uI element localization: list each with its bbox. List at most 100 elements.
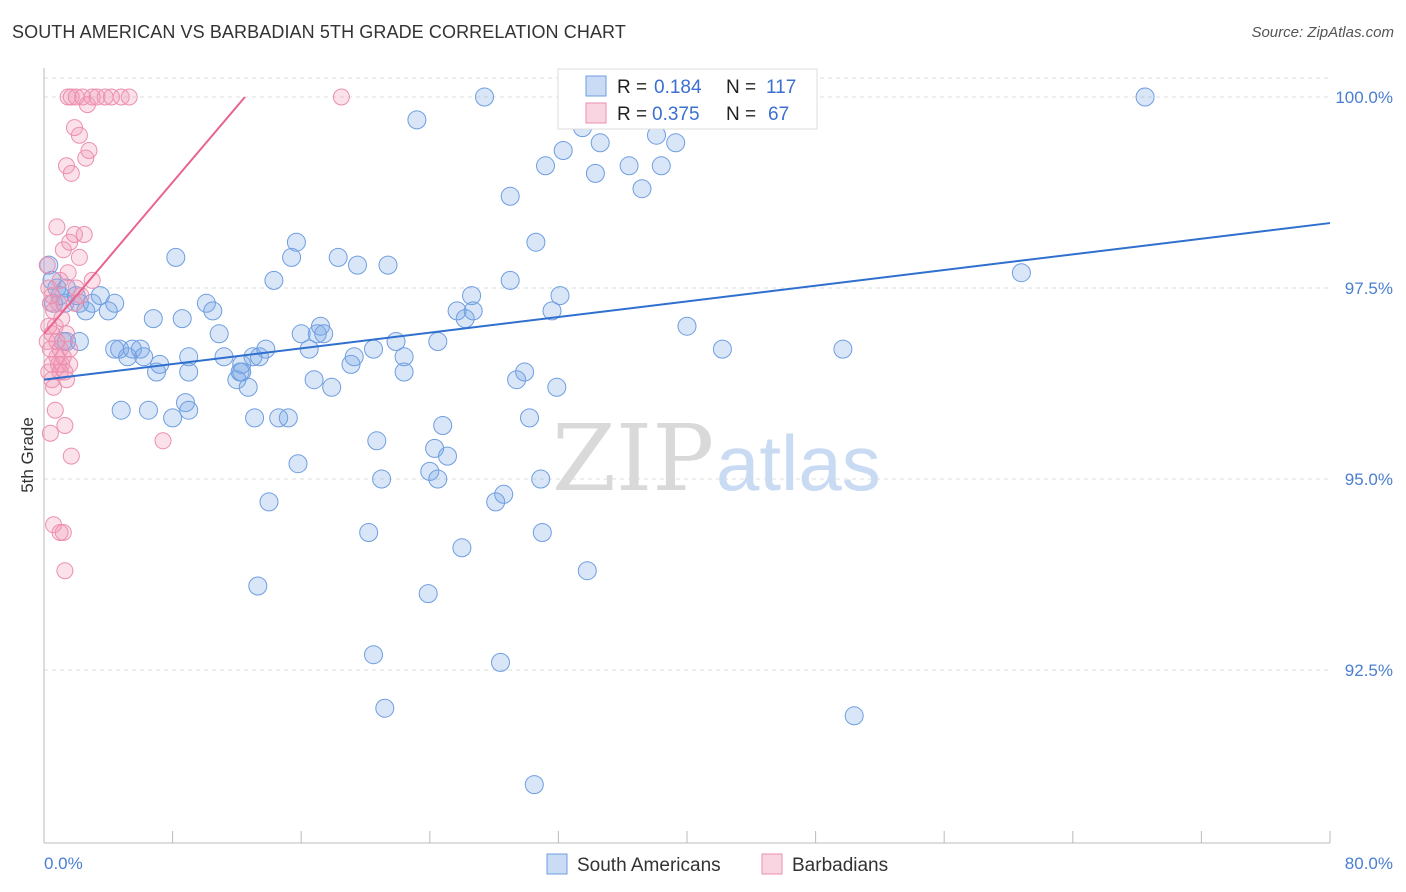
point-south-american — [282, 247, 302, 267]
point-south-american — [844, 706, 864, 726]
bottom-legend-swatch-pink — [761, 853, 783, 875]
point-south-american — [105, 293, 125, 313]
point-south-american — [536, 156, 555, 176]
point-south-american — [264, 270, 284, 290]
point-south-american — [364, 645, 383, 665]
point-south-american — [394, 347, 414, 367]
point-south-american — [269, 408, 289, 428]
point-south-american — [367, 431, 387, 451]
point-south-american — [163, 408, 183, 428]
point-south-american — [328, 247, 348, 267]
point-barbadian — [70, 126, 88, 144]
point-south-american — [322, 377, 342, 397]
point-south-american — [577, 561, 597, 581]
y-tick-label: 97.5% — [1345, 279, 1393, 298]
point-south-american — [372, 469, 392, 489]
point-south-american — [130, 339, 150, 359]
point-south-american — [462, 286, 482, 306]
watermark: ZIP atlas — [552, 405, 881, 512]
bottom-legend-label-pink: Barbadians — [792, 855, 888, 876]
point-barbadian — [58, 371, 75, 389]
bottom-legend-swatch-blue — [546, 853, 568, 875]
point-south-american — [196, 293, 216, 313]
point-south-american — [531, 469, 551, 489]
trend-line-south-americans — [43, 222, 1331, 381]
point-south-american — [486, 492, 506, 512]
point-south-american — [143, 309, 163, 329]
point-barbadian — [48, 218, 66, 236]
point-barbadian — [46, 401, 64, 419]
point-barbadian — [41, 424, 59, 442]
point-barbadian — [120, 88, 138, 106]
point-barbadian — [83, 271, 101, 289]
point-south-american — [209, 324, 229, 344]
point-south-american — [507, 370, 527, 390]
point-south-american — [286, 232, 306, 252]
point-south-american — [172, 309, 192, 329]
bottom-legend-label-blue: South Americans — [577, 855, 721, 876]
point-south-american — [1135, 87, 1155, 107]
legend-n-label-pink: N = — [726, 104, 756, 125]
point-barbadian — [80, 142, 98, 159]
point-south-american — [341, 354, 361, 374]
point-south-american — [248, 576, 268, 596]
point-south-american — [515, 362, 535, 382]
point-barbadian — [38, 256, 56, 274]
y-tick-label: 95.0% — [1345, 470, 1393, 489]
point-barbadian — [70, 248, 88, 266]
point-barbadian — [103, 88, 120, 106]
x-ticks — [43, 831, 1331, 843]
legend-r-label-pink: R = — [617, 104, 647, 125]
point-south-american — [590, 133, 610, 153]
point-south-american — [524, 775, 544, 795]
point-south-american — [375, 698, 395, 718]
point-south-american — [407, 110, 427, 130]
point-south-american — [420, 461, 440, 481]
y-tick-label: 92.5% — [1345, 661, 1393, 680]
y-tick-label: 100.0% — [1335, 88, 1393, 107]
point-south-american — [428, 332, 448, 351]
point-south-american — [291, 324, 311, 344]
point-south-american — [619, 156, 639, 176]
point-south-american — [833, 339, 853, 359]
point-south-american — [438, 446, 457, 466]
source-label: Source: ZipAtlas.com — [1251, 24, 1394, 41]
point-south-american — [278, 408, 298, 428]
point-south-american — [532, 523, 552, 542]
point-south-american — [344, 347, 364, 367]
point-barbadian — [66, 226, 83, 243]
stats-legend: R = 0.184 N = 117 R = 0.375 N = 67 — [557, 68, 818, 130]
point-barbadian — [154, 432, 172, 450]
point-south-american — [520, 408, 539, 428]
point-south-american — [176, 393, 195, 413]
point-south-american — [418, 584, 438, 604]
legend-n-label-blue: N = — [726, 77, 756, 98]
point-south-american — [500, 270, 520, 290]
point-south-american — [203, 301, 223, 321]
point-south-american — [585, 163, 605, 183]
point-south-american — [677, 316, 697, 336]
point-south-american — [179, 362, 199, 382]
point-south-american — [259, 492, 279, 512]
point-barbadian — [83, 88, 101, 106]
point-south-american — [542, 301, 562, 321]
legend-r-value-blue: 0.184 — [654, 77, 702, 98]
legend-n-value-blue: 117 — [766, 77, 796, 98]
point-south-american — [651, 156, 671, 176]
point-south-american — [232, 362, 252, 382]
legend-r-value-pink: 0.375 — [652, 104, 700, 125]
point-barbadian — [54, 524, 72, 541]
point-south-american — [122, 339, 142, 359]
point-south-american — [433, 416, 453, 435]
stats-legend-box — [557, 68, 818, 130]
point-south-american — [364, 339, 383, 359]
point-south-american — [98, 301, 118, 321]
point-south-american — [394, 362, 414, 382]
watermark-atlas: atlas — [716, 419, 881, 507]
watermark-zip: ZIP — [552, 405, 714, 512]
point-barbadian — [75, 226, 93, 243]
legend-swatch-blue — [585, 75, 607, 97]
point-south-american — [553, 141, 573, 160]
point-south-american — [452, 538, 472, 558]
